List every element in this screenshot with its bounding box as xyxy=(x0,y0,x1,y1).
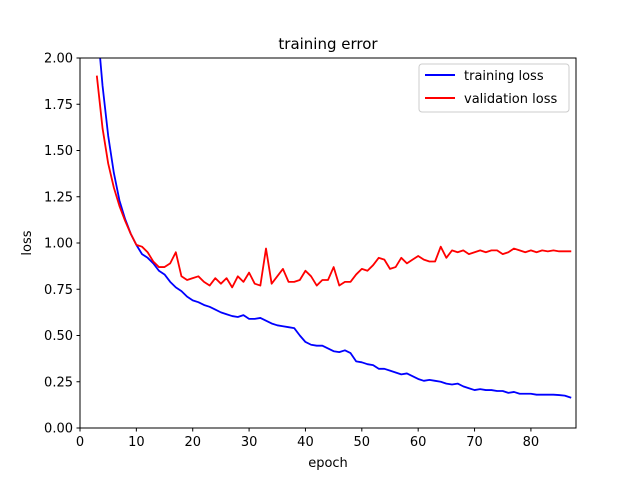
series-line-validation-loss xyxy=(95,75,572,289)
x-axis-label: epoch xyxy=(308,456,348,471)
y-tick-label: 1.00 xyxy=(44,237,73,252)
y-axis-label: loss xyxy=(20,230,35,255)
x-tick-label: 30 xyxy=(241,435,258,450)
legend-box xyxy=(418,63,570,113)
y-tick-label: 0.00 xyxy=(44,422,73,437)
x-axis: 0 10 20 30 40 50 60 70 80 xyxy=(76,428,539,450)
series-line-training-loss xyxy=(99,58,572,399)
legend: training loss validation loss xyxy=(418,63,570,113)
y-axis: 0.00 0.25 0.50 0.75 1.00 1.25 1.50 1.75 2.00 xyxy=(44,52,80,437)
legend-label-training-loss: training loss xyxy=(464,69,544,84)
y-tick-label: 1.25 xyxy=(44,190,73,205)
x-tick-label: 10 xyxy=(128,435,145,450)
chart-title: training error xyxy=(278,35,378,53)
x-tick-label: 0 xyxy=(76,435,84,450)
x-tick-label: 20 xyxy=(184,435,201,450)
legend-label-validation-loss: validation loss xyxy=(464,92,557,107)
plot-area-frame xyxy=(79,57,577,429)
series-layer xyxy=(95,58,572,399)
x-tick-label: 40 xyxy=(297,435,314,450)
x-tick-label: 60 xyxy=(410,435,427,450)
y-tick-label: 2.00 xyxy=(44,52,73,67)
y-tick-label: 1.50 xyxy=(44,144,73,159)
y-tick-label: 0.75 xyxy=(44,283,73,298)
x-tick-label: 50 xyxy=(354,435,371,450)
y-tick-label: 0.50 xyxy=(44,329,73,344)
y-tick-label: 1.75 xyxy=(44,98,73,113)
y-tick-label: 0.25 xyxy=(44,375,73,390)
x-tick-label: 80 xyxy=(523,435,540,450)
x-tick-label: 70 xyxy=(466,435,483,450)
